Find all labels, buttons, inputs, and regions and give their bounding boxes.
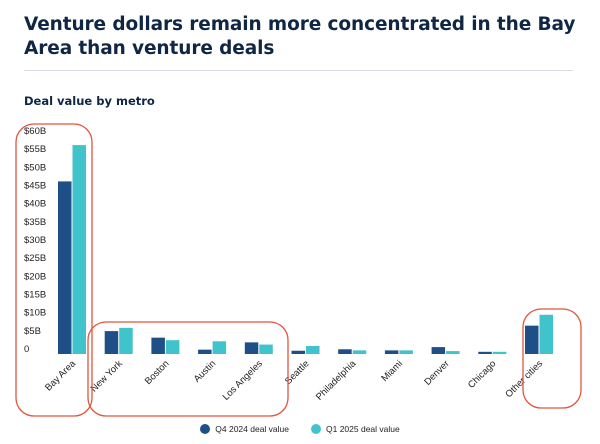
bar-q1 [446, 351, 460, 354]
highlight-outline [522, 308, 582, 409]
title-divider [24, 70, 573, 71]
y-tick-label: $45B [24, 181, 46, 192]
category-label: Boston [143, 358, 172, 387]
y-tick-label: $55B [24, 144, 46, 155]
bar-q1 [399, 350, 413, 354]
bar-q1 [72, 145, 86, 354]
bar-q4 [291, 350, 305, 354]
y-tick-label: $5B [24, 326, 41, 337]
highlight-outline [87, 321, 289, 417]
chart-legend: Q4 2024 deal value Q1 2025 deal value [0, 424, 600, 434]
y-tick-label: $10B [24, 308, 46, 319]
bar-q1 [306, 346, 320, 354]
legend-item-q4: Q4 2024 deal value [200, 424, 289, 434]
chart-subtitle: Deal value by metro [24, 94, 155, 108]
bar-q4 [525, 325, 539, 354]
y-tick-label: $20B [24, 271, 46, 282]
category-label: Los Angeles [221, 358, 266, 403]
chart-title: Venture dollars remain more concentrated… [24, 14, 576, 59]
y-tick-label: $35B [24, 217, 46, 228]
bar-q4 [104, 331, 119, 354]
bar-q1 [539, 314, 553, 354]
category-label: Denver [422, 358, 451, 387]
highlight-outline [15, 123, 93, 417]
legend-label-q4: Q4 2024 deal value [215, 424, 289, 434]
y-tick-label: $50B [24, 162, 46, 173]
category-label: Seattle [283, 358, 312, 387]
legend-item-q1: Q1 2025 deal value [311, 424, 400, 434]
y-tick-label: $60B [24, 126, 46, 137]
y-tick-label: $40B [24, 199, 46, 210]
bar-q4 [198, 349, 212, 354]
category-label: Austin [192, 358, 218, 384]
bar-q1 [165, 340, 180, 354]
bar-q4 [151, 337, 165, 354]
bar-q4 [244, 342, 259, 354]
y-tick-label: $30B [24, 235, 46, 246]
bar-q1 [259, 344, 273, 354]
bar-q1 [492, 351, 507, 354]
legend-swatch-q1 [311, 424, 321, 434]
y-tick-label: $15B [24, 290, 46, 301]
bar-q1 [212, 341, 227, 354]
bar-q1 [352, 350, 367, 354]
category-label: Philadelphia [314, 358, 359, 403]
bar-q4 [338, 349, 352, 354]
bar-q4 [58, 181, 72, 354]
y-tick-label: $25B [24, 253, 46, 264]
category-label: Bay Area [43, 358, 79, 394]
bar-q4 [384, 350, 399, 354]
category-label: New York [89, 358, 125, 394]
category-label: Chicago [466, 358, 498, 390]
bar-q1 [119, 327, 133, 354]
category-label: Other cities [503, 358, 545, 400]
legend-label-q1: Q1 2025 deal value [326, 424, 400, 434]
bar-q4 [431, 347, 446, 354]
category-label: Miami [379, 358, 405, 384]
legend-swatch-q4 [200, 424, 211, 434]
bar-q4 [478, 351, 492, 354]
y-tick-label: 0 [24, 344, 29, 355]
